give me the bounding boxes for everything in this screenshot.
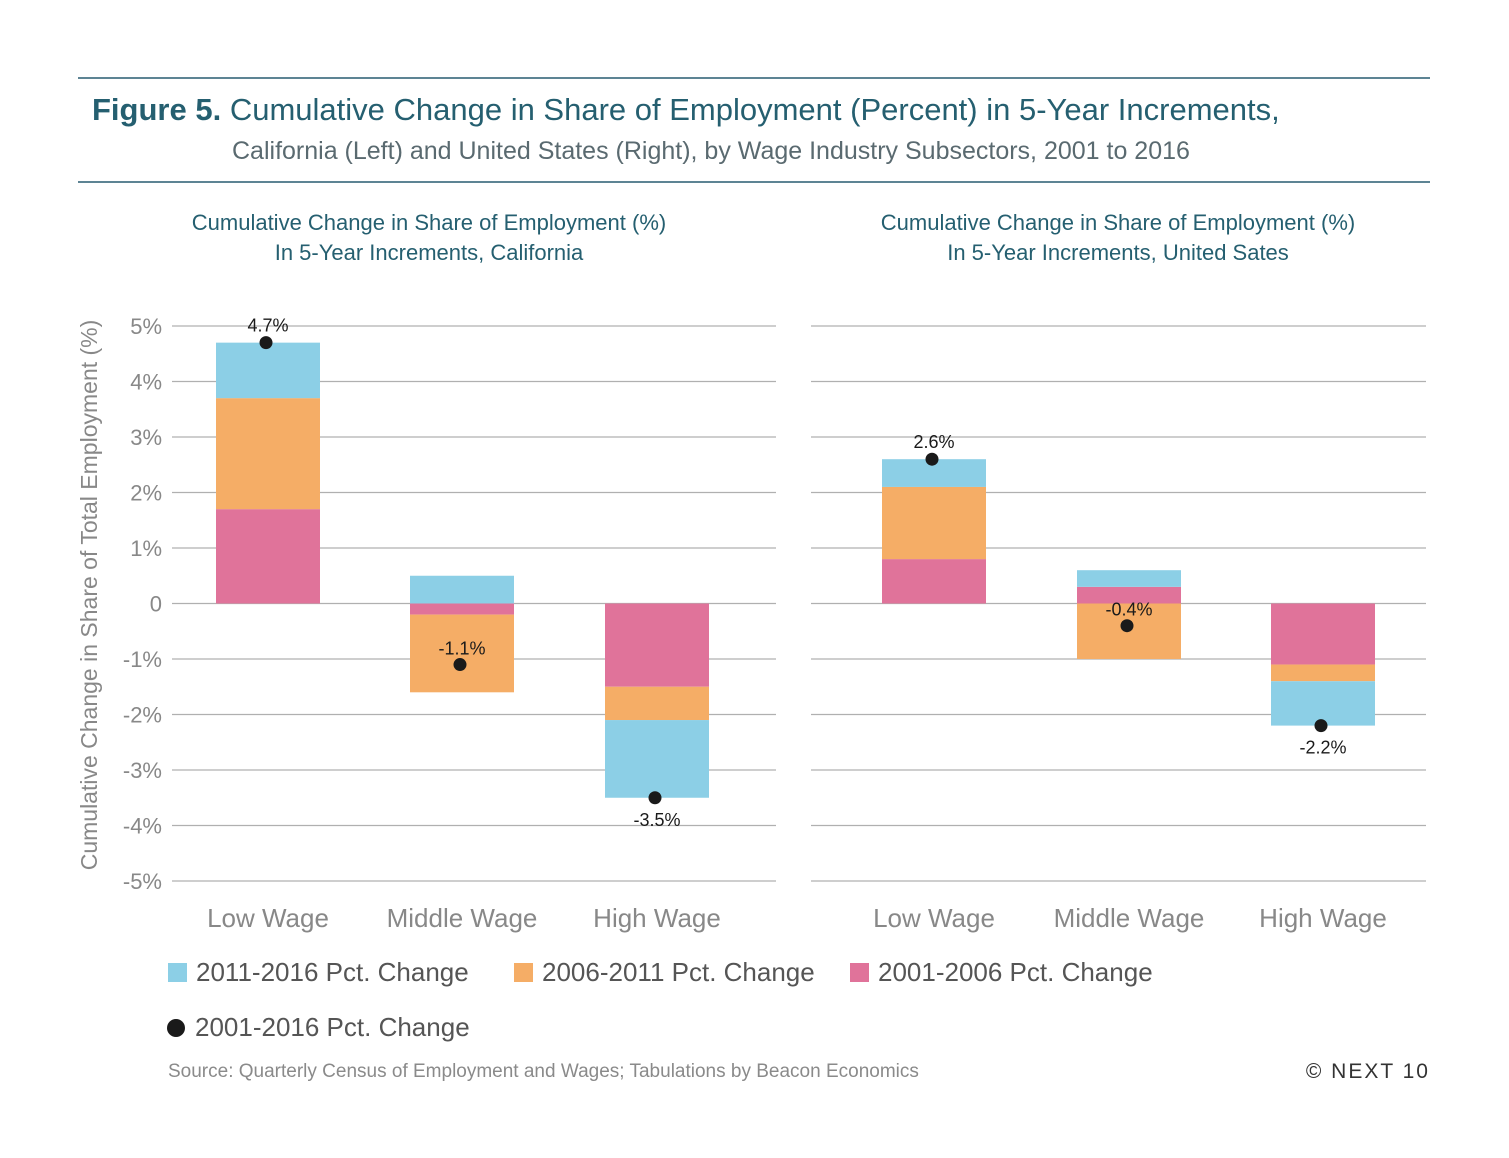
legend-swatch-2006-2011 <box>514 963 533 982</box>
ca-y-axis-label: Cumulative Change in Share of Total Empl… <box>76 320 102 871</box>
right-panel-title-line2: In 5-Year Increments, United Sates <box>947 240 1289 265</box>
us-x-tick-label: Low Wage <box>873 903 995 933</box>
source-note: Source: Quarterly Census of Employment a… <box>168 1061 919 1082</box>
ca-bar-s2011-0 <box>216 342 320 399</box>
ca-total-label-2: -3.5% <box>633 810 680 830</box>
us-total-dot-2 <box>1314 719 1328 733</box>
ca-total-dot-1 <box>453 658 467 672</box>
right-panel-title-line1: Cumulative Change in Share of Employment… <box>880 210 1356 235</box>
legend-item-2006-2011: 2006-2011 Pct. Change <box>514 957 815 988</box>
us-x-tick-label: High Wage <box>1259 903 1387 933</box>
ca-x-tick-label: Low Wage <box>207 903 329 933</box>
ca-bar-s2006-2 <box>605 686 709 721</box>
ca-bar-s2011-2 <box>605 720 709 798</box>
legend-label-2001-2006: 2001-2006 Pct. Change <box>878 957 1153 987</box>
ca-x-tick-label: High Wage <box>593 903 721 933</box>
ca-total-dot-2 <box>648 791 662 805</box>
right-panel-title: Cumulative Change in Share of Employment… <box>798 208 1438 268</box>
legend-swatch-2011-2016 <box>168 963 187 982</box>
legend-label-2006-2011: 2006-2011 Pct. Change <box>542 957 815 987</box>
us-total-dot-1 <box>1120 619 1134 633</box>
us-bar-s2001-1 <box>1077 586 1181 604</box>
ca-y-tick-label: 3% <box>130 425 162 450</box>
top-rule <box>78 77 1430 79</box>
ca-y-tick-label: -2% <box>123 703 162 728</box>
ca-y-tick-label: -3% <box>123 758 162 783</box>
ca-total-label-0: 4.7% <box>247 316 288 336</box>
us-bar-s2011-2 <box>1271 681 1375 726</box>
ca-total-dot-0 <box>259 336 273 350</box>
legend-item-2001-2016: 2001-2016 Pct. Change <box>167 1012 470 1043</box>
ca-total-label-1: -1.1% <box>438 639 485 659</box>
legend-item-2001-2006: 2001-2006 Pct. Change <box>850 957 1153 988</box>
us-total-label-1: -0.4% <box>1105 600 1152 620</box>
ca-y-tick-label: 4% <box>130 370 162 395</box>
ca-y-tick-label: -1% <box>123 647 162 672</box>
ca-bar-s2001-0 <box>216 509 320 604</box>
us-bar-s2006-2 <box>1271 664 1375 682</box>
us-bar-s2006-0 <box>882 486 986 560</box>
ca-bar-s2001-1 <box>410 603 514 615</box>
left-panel-title-line2: In 5-Year Increments, California <box>274 240 584 265</box>
us-x-tick-label: Middle Wage <box>1054 903 1205 933</box>
us-total-label-0: 2.6% <box>913 432 954 452</box>
us-bar-s2001-2 <box>1271 603 1375 665</box>
us-total-dot-0 <box>925 452 939 466</box>
ca-y-tick-label: -4% <box>123 814 162 839</box>
legend-swatch-2001-2006 <box>850 963 869 982</box>
ca-bar-s2006-1 <box>410 614 514 693</box>
title-rule <box>78 181 1430 183</box>
left-panel-title: Cumulative Change in Share of Employment… <box>109 208 749 268</box>
us-bar-s2011-1 <box>1077 570 1181 587</box>
ca-y-tick-label: 5% <box>130 314 162 339</box>
ca-x-tick-label: Middle Wage <box>387 903 538 933</box>
ca-y-tick-label: -5% <box>123 869 162 894</box>
figure-subtitle: California (Left) and United States (Rig… <box>232 137 1190 165</box>
legend-item-2011-2016: 2011-2016 Pct. Change <box>168 957 469 988</box>
ca-bar-s2011-1 <box>410 575 514 604</box>
us-total-label-2: -2.2% <box>1299 738 1346 758</box>
figure-title: Figure 5. Cumulative Change in Share of … <box>92 92 1280 128</box>
legend-label-2001-2016: 2001-2016 Pct. Change <box>195 1012 470 1042</box>
figure-label: Figure 5. <box>92 92 222 127</box>
ca-y-tick-label: 1% <box>130 536 162 561</box>
ca-y-tick-label: 2% <box>130 481 162 506</box>
legend-label-2011-2016: 2011-2016 Pct. Change <box>196 957 469 987</box>
ca-bar-s2001-2 <box>605 603 709 687</box>
figure-title-text: Cumulative Change in Share of Employment… <box>221 92 1280 127</box>
ca-bar-s2006-0 <box>216 398 320 510</box>
legend-dot-2001-2016 <box>167 1018 185 1037</box>
us-bar-s2001-0 <box>882 559 986 604</box>
ca-y-tick-label: 0 <box>150 592 162 617</box>
left-panel-title-line1: Cumulative Change in Share of Employment… <box>191 210 667 235</box>
copyright-mark: © NEXT 10 <box>1305 1060 1430 1083</box>
